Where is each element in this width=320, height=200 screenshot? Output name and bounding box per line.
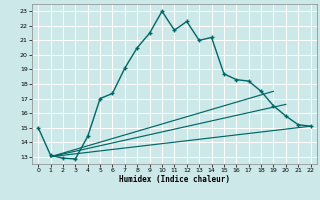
X-axis label: Humidex (Indice chaleur): Humidex (Indice chaleur) [119,175,230,184]
